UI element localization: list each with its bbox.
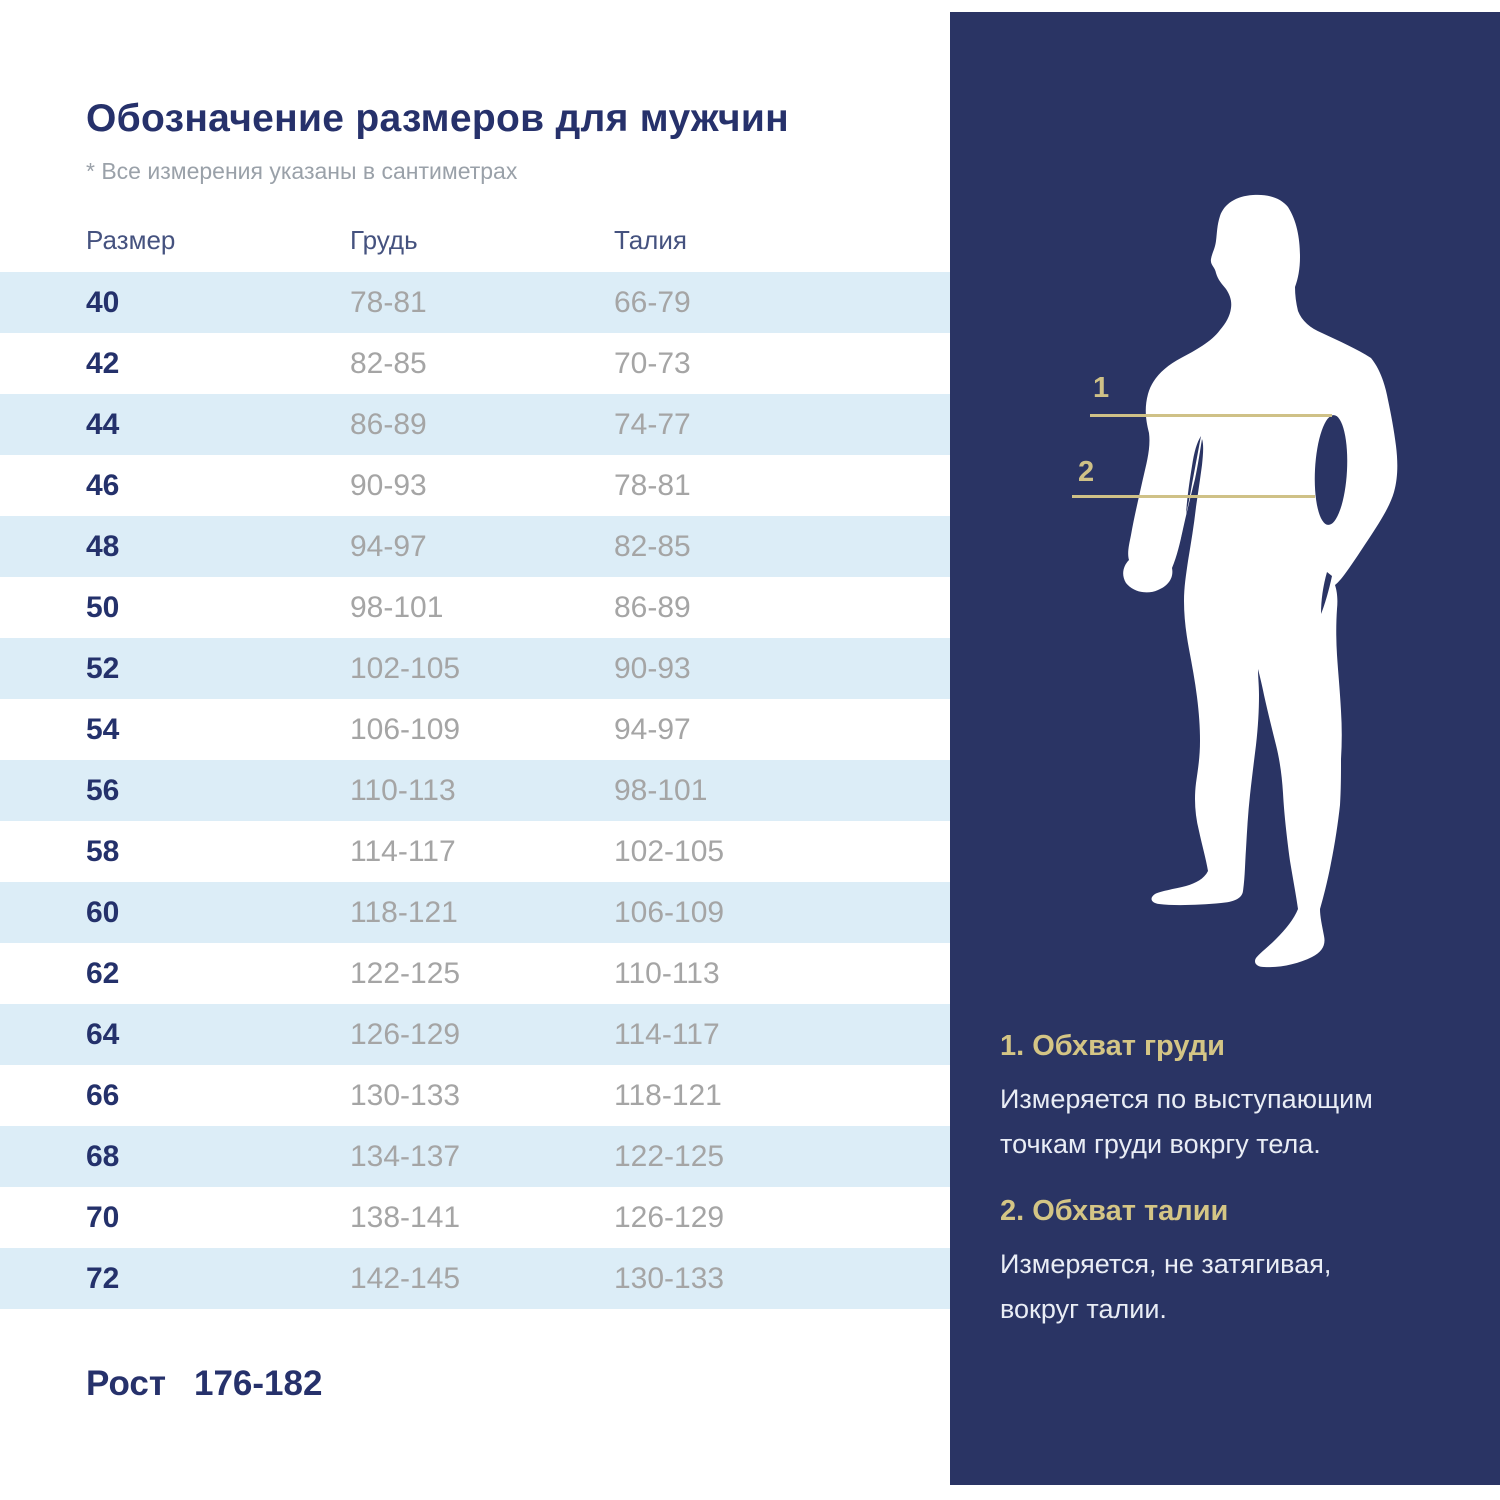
chest-cell: 134-137 bbox=[350, 1140, 461, 1173]
size-cell: 54 bbox=[86, 713, 120, 746]
column-header-size: Размер bbox=[86, 225, 176, 255]
hand-thigh-gap bbox=[1321, 572, 1332, 614]
waist-cell: 122-125 bbox=[614, 1140, 725, 1173]
table-row: 46 90-93 78-81 bbox=[0, 455, 950, 516]
size-cell: 64 bbox=[86, 1018, 120, 1051]
chest-cell: 142-145 bbox=[350, 1262, 461, 1295]
waist-cell: 126-129 bbox=[614, 1201, 725, 1234]
table-row: 48 94-97 82-85 bbox=[0, 516, 950, 577]
table-row: 54 106-109 94-97 bbox=[0, 699, 950, 760]
table-row: 70 138-141 126-129 bbox=[0, 1187, 950, 1248]
column-header-chest: Грудь bbox=[350, 225, 418, 255]
chest-cell: 98-101 bbox=[350, 591, 444, 624]
size-table-rows: 40 78-81 66-79 42 82-85 70-73 44 86-89 74-77 46 90… bbox=[0, 272, 950, 1309]
waist-cell: 110-113 bbox=[614, 957, 720, 990]
size-cell: 40 bbox=[86, 286, 120, 319]
measurement-legend: 1. Обхват груди Измеряется по выступающи… bbox=[1000, 1030, 1470, 1360]
size-cell: 70 bbox=[86, 1201, 120, 1234]
table-row: 72 142-145 130-133 bbox=[0, 1248, 950, 1309]
arm-torso-gap bbox=[1314, 415, 1348, 525]
table-row: 64 126-129 114-117 bbox=[0, 1004, 950, 1065]
table-row: 60 118-121 106-109 bbox=[0, 882, 950, 943]
table-row: 58 114-117 102-105 bbox=[0, 821, 950, 882]
table-row: 68 134-137 122-125 bbox=[0, 1126, 950, 1187]
chest-cell: 130-133 bbox=[350, 1079, 461, 1112]
chest-cell: 106-109 bbox=[350, 713, 461, 746]
chest-cell: 118-121 bbox=[350, 896, 458, 929]
chest-cell: 138-141 bbox=[350, 1201, 461, 1234]
size-cell: 68 bbox=[86, 1140, 120, 1173]
waist-cell: 106-109 bbox=[614, 896, 725, 929]
waist-legend-text: Измеряется, не затягивая, вокруг талии. bbox=[1000, 1249, 1332, 1324]
size-cell: 46 bbox=[86, 469, 120, 502]
waist-cell: 74-77 bbox=[614, 408, 691, 441]
measurement-panel: 1 2 1. Обхват груди Измеряется по выступ… bbox=[950, 12, 1500, 1485]
chest-cell: 78-81 bbox=[350, 286, 427, 319]
chest-cell: 94-97 bbox=[350, 530, 427, 563]
waist-cell: 114-117 bbox=[614, 1018, 720, 1051]
size-cell: 66 bbox=[86, 1079, 120, 1112]
size-cell: 60 bbox=[86, 896, 120, 929]
waist-legend-title: 2. Обхват талии bbox=[1000, 1195, 1229, 1227]
size-cell: 50 bbox=[86, 591, 120, 624]
waist-cell: 82-85 bbox=[614, 530, 691, 563]
chest-cell: 122-125 bbox=[350, 957, 461, 990]
size-cell: 58 bbox=[86, 835, 120, 868]
table-row: 44 86-89 74-77 bbox=[0, 394, 950, 455]
male-silhouette-illustration bbox=[1123, 194, 1398, 968]
chest-cell: 82-85 bbox=[350, 347, 427, 380]
size-cell: 48 bbox=[86, 530, 120, 563]
chest-cell: 90-93 bbox=[350, 469, 427, 502]
left-arm-gap bbox=[1186, 436, 1201, 514]
chest-cell: 114-117 bbox=[350, 835, 456, 868]
table-row: 62 122-125 110-113 bbox=[0, 943, 950, 1004]
height-info: Рост 176-182 bbox=[86, 1364, 322, 1404]
waist-line-number: 2 bbox=[1078, 456, 1095, 488]
waist-cell: 94-97 bbox=[614, 713, 691, 746]
chest-cell: 102-105 bbox=[350, 652, 461, 685]
height-value: 176-182 bbox=[194, 1364, 323, 1403]
height-label: Рост bbox=[86, 1364, 166, 1403]
size-cell: 56 bbox=[86, 774, 120, 807]
size-cell: 72 bbox=[86, 1262, 120, 1295]
size-cell: 42 bbox=[86, 347, 120, 380]
table-row: 40 78-81 66-79 bbox=[0, 272, 950, 333]
chest-legend-title: 1. Обхват груди bbox=[1000, 1030, 1226, 1062]
male-silhouette bbox=[1123, 194, 1398, 968]
chest-cell: 126-129 bbox=[350, 1018, 461, 1051]
table-row: 56 110-113 98-101 bbox=[0, 760, 950, 821]
chest-cell: 86-89 bbox=[350, 408, 427, 441]
waist-cell: 98-101 bbox=[614, 774, 708, 807]
waist-cell: 70-73 bbox=[614, 347, 691, 380]
waist-cell: 102-105 bbox=[614, 835, 725, 868]
waist-cell: 90-93 bbox=[614, 652, 691, 685]
size-cell: 62 bbox=[86, 957, 120, 990]
table-row: 42 82-85 70-73 bbox=[0, 333, 950, 394]
waist-cell: 66-79 bbox=[614, 286, 691, 319]
fist-hip-gap bbox=[1174, 526, 1186, 586]
table-row: 66 130-133 118-121 bbox=[0, 1065, 950, 1126]
chest-legend-text: Измеряется по выступающим точкам груди в… bbox=[1000, 1084, 1373, 1159]
chest-measure-line bbox=[1090, 414, 1332, 417]
size-cell: 44 bbox=[86, 408, 120, 441]
column-header-waist: Талия bbox=[614, 225, 687, 255]
table-row: 50 98-101 86-89 bbox=[0, 577, 950, 638]
waist-measure-line bbox=[1072, 495, 1315, 498]
waist-cell: 118-121 bbox=[614, 1079, 722, 1112]
waist-cell: 86-89 bbox=[614, 591, 691, 624]
waist-cell: 130-133 bbox=[614, 1262, 725, 1295]
table-row: 52 102-105 90-93 bbox=[0, 638, 950, 699]
size-cell: 52 bbox=[86, 652, 120, 685]
units-note: * Все измерения указаны в сантиметрах bbox=[86, 158, 518, 184]
chest-line-number: 1 bbox=[1093, 372, 1110, 404]
table-header: Размер Грудь Талия bbox=[0, 222, 950, 258]
chest-cell: 110-113 bbox=[350, 774, 456, 807]
page-title: Обозначение размеров для мужчин bbox=[86, 97, 789, 140]
waist-cell: 78-81 bbox=[614, 469, 691, 502]
